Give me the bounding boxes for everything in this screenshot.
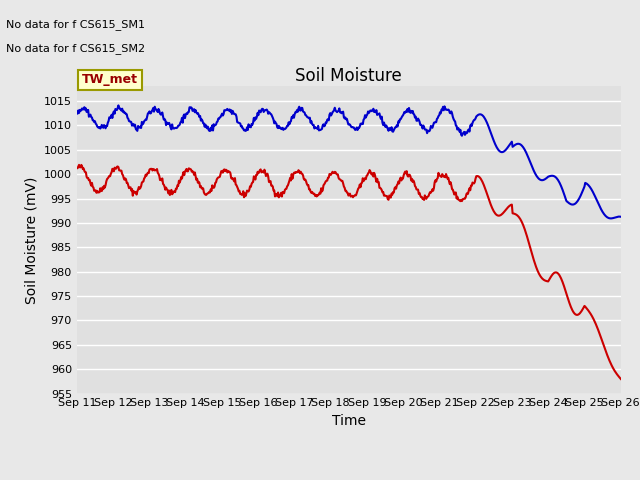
Title: Soil Moisture: Soil Moisture: [296, 67, 402, 85]
X-axis label: Time: Time: [332, 414, 366, 428]
Y-axis label: Soil Moisture (mV): Soil Moisture (mV): [24, 176, 38, 304]
Legend: DltaT_SM1, DltaT_SM2: DltaT_SM1, DltaT_SM2: [217, 478, 481, 480]
Text: No data for f CS615_SM2: No data for f CS615_SM2: [6, 43, 145, 54]
Text: No data for f CS615_SM1: No data for f CS615_SM1: [6, 19, 145, 30]
Text: TW_met: TW_met: [82, 73, 138, 86]
